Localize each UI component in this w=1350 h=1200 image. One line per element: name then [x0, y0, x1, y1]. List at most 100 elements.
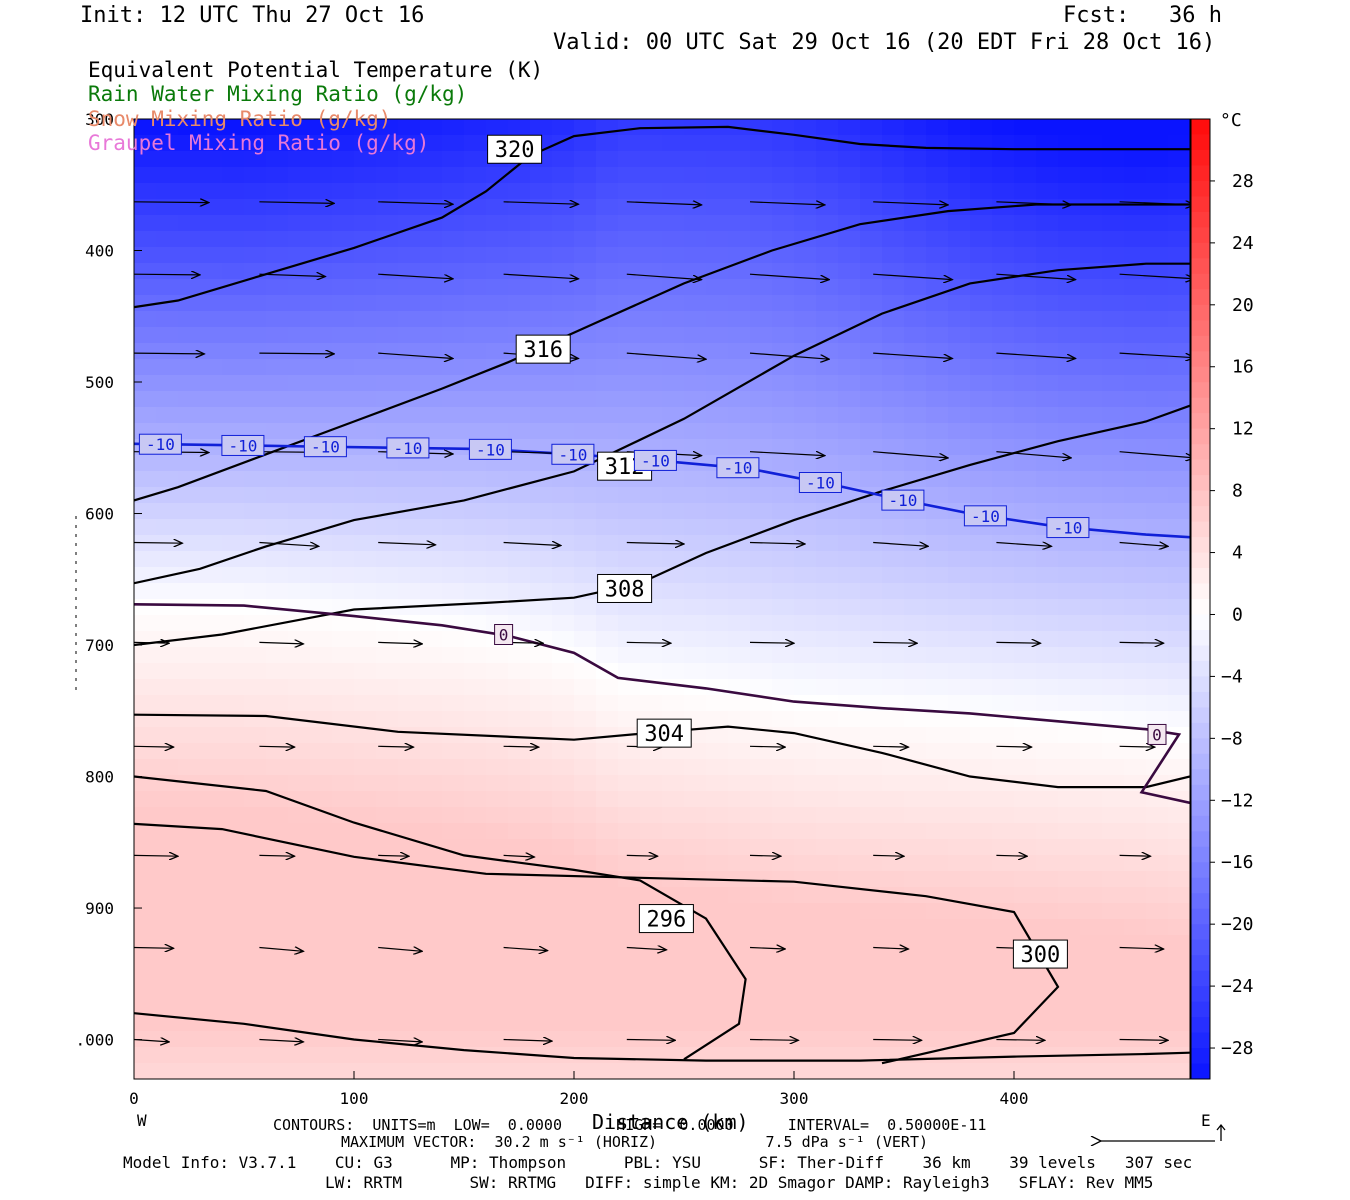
- wind-vector: [996, 543, 1051, 547]
- wind-vector: [259, 642, 303, 644]
- svg-text:-10: -10: [393, 439, 422, 458]
- svg-text:296: 296: [647, 908, 687, 933]
- svg-text:-10: -10: [146, 435, 175, 454]
- wind-vector: [873, 352, 952, 358]
- wind-vector: [134, 543, 182, 544]
- svg-text:-10: -10: [641, 451, 670, 470]
- theta-e-contour-unlabeled-6: [134, 822, 1060, 1065]
- wind-vector: [259, 1040, 303, 1042]
- model-info-line-2: LW: RRTM SW: RRTMG DIFF: simple KM: 2D S…: [325, 1173, 1154, 1192]
- colorbar-segment: [1191, 273, 1210, 290]
- theta-e-contour-296: [134, 775, 747, 1061]
- svg-text:-10: -10: [228, 436, 257, 455]
- colorbar-segment: [1191, 738, 1210, 755]
- y-tick-label: 700: [85, 636, 114, 655]
- wind-vector: [996, 202, 1071, 205]
- wind-vector: [749, 642, 794, 643]
- valid-time: Valid: 00 UTC Sat 29 Oct 16 (20 EDT Fri …: [553, 30, 1216, 55]
- colorbar-segment: [1191, 335, 1210, 352]
- wind-vector: [378, 202, 453, 204]
- wind-vector: [259, 274, 325, 276]
- wind-vector: [873, 746, 908, 747]
- wind-vector: [996, 273, 1075, 279]
- colorbar: °C 28 24 20 16 12 8 4 0 −4 −8 −12 −16 −20 −24 −28: [1190, 110, 1254, 1080]
- svg-text:-10: -10: [1053, 519, 1082, 538]
- wind-vector: [1119, 273, 1190, 279]
- y-tick-label: .000: [75, 1031, 114, 1050]
- x-tick-label: 400: [1000, 1089, 1029, 1108]
- theta-e-contour-308: [134, 404, 1190, 647]
- colorbar-segment: [1191, 769, 1210, 786]
- wind-vector: [873, 451, 948, 458]
- isotherm-label-minus10: -10: [138, 433, 182, 455]
- wind-vector: [1119, 746, 1155, 747]
- colorbar-segment: [1191, 227, 1210, 244]
- svg-text:0: 0: [499, 626, 509, 645]
- colorbar-segment: [1191, 552, 1210, 569]
- colorbar-segment: [1191, 939, 1210, 956]
- y-tick-label: 900: [85, 899, 114, 918]
- wind-vector: [134, 746, 174, 747]
- wind-vector: [378, 746, 413, 747]
- model-info-line-1: Model Info: V3.7.1 CU: G3 MP: Thompson P…: [123, 1153, 1193, 1172]
- svg-text:320: 320: [495, 138, 535, 163]
- wind-vector: [378, 642, 422, 644]
- legend-rain: Rain Water Mixing Ratio (g/kg): [88, 82, 468, 106]
- reference-vector: [1101, 1123, 1226, 1141]
- x-tick-label: 100: [340, 1089, 369, 1108]
- wind-vector: [503, 273, 579, 279]
- colorbar-segment: [1191, 568, 1210, 584]
- isotherm-label-minus10: -10: [798, 471, 842, 493]
- colorbar-unit: °C: [1220, 110, 1242, 131]
- colorbar-segment: [1191, 707, 1210, 724]
- wind-vector: [134, 855, 178, 856]
- colorbar-segment: [1191, 180, 1210, 197]
- colorbar-segment: [1191, 614, 1210, 631]
- colorbar-tick-label: −4: [1221, 666, 1243, 687]
- theta-e-label-308: 308: [597, 573, 653, 603]
- isotherm-label-0: 0: [1147, 723, 1167, 745]
- wind-vector: [1119, 948, 1164, 950]
- svg-text:300: 300: [1021, 943, 1061, 968]
- theta-e-label-296: 296: [638, 904, 694, 934]
- wind-vector: [749, 273, 829, 279]
- wind-vector: [503, 855, 535, 857]
- colorbar-tick-label: 0: [1232, 604, 1243, 625]
- wind-vector: [996, 352, 1075, 358]
- colorbar-segment: [1191, 119, 1210, 135]
- colorbar-tick-label: −28: [1221, 1038, 1254, 1059]
- svg-text:-10: -10: [311, 438, 340, 457]
- wind-vector: [1119, 352, 1190, 358]
- west-label: W: [137, 1111, 147, 1130]
- wind-vector: [996, 642, 1040, 643]
- colorbar-segment: [1191, 862, 1210, 879]
- colorbar-segment: [1191, 475, 1210, 492]
- wind-vector: [1119, 202, 1190, 205]
- y-tick-label: 800: [85, 768, 114, 787]
- colorbar-segment: [1191, 955, 1210, 972]
- wind-vector: [873, 642, 917, 643]
- colorbar-segment: [1191, 289, 1210, 306]
- colorbar-segment: [1191, 784, 1210, 801]
- y-tick-label: 500: [85, 373, 114, 392]
- theta-e-contour-304: [134, 713, 1190, 789]
- wind-vector: [626, 1040, 675, 1041]
- wind-vector: [626, 855, 658, 856]
- theta-e-contour-320: [134, 125, 1190, 309]
- wind-vector: [749, 746, 785, 747]
- wind-vector: [626, 642, 671, 643]
- y-tick-label: 300: [85, 110, 114, 129]
- svg-text:0: 0: [1152, 725, 1162, 744]
- wind-vector: [259, 202, 334, 204]
- colorbar-segment: [1191, 397, 1210, 414]
- isotherm-label-minus10: -10: [468, 438, 512, 460]
- isotherm-label-minus10: -10: [963, 505, 1007, 527]
- colorbar-segment: [1191, 722, 1210, 739]
- svg-text:-10: -10: [888, 491, 917, 510]
- wind-vector: [626, 352, 706, 359]
- wind-vector: [873, 855, 904, 856]
- colorbar-segment: [1191, 242, 1210, 259]
- wind-vector: [503, 746, 539, 747]
- legend-graupel: Graupel Mixing Ratio (g/kg): [88, 131, 430, 155]
- colorbar-segment: [1191, 676, 1210, 693]
